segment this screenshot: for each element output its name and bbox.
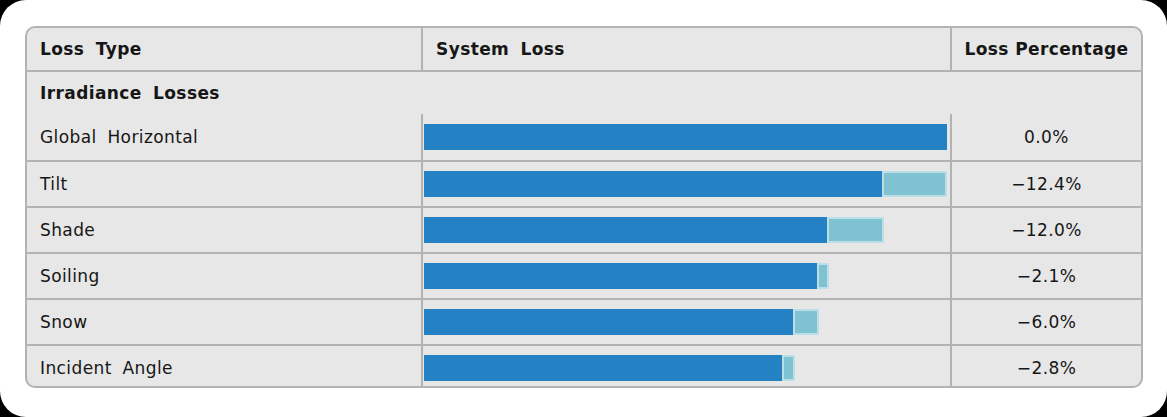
header-cell-system-loss: System Loss xyxy=(421,28,950,70)
header-system-loss: System Loss xyxy=(423,39,565,59)
report-card: Loss Type System Loss Loss Percentage Ir… xyxy=(0,0,1167,417)
row-percentage-cell: −12.4% xyxy=(950,162,1141,206)
system-loss-bar-dark-segment xyxy=(424,171,882,197)
row-label-cell: Incident Angle xyxy=(27,346,421,388)
header-loss-type: Loss Type xyxy=(27,39,142,59)
system-loss-bar-dark-segment xyxy=(424,309,793,335)
system-loss-bar-dark-segment xyxy=(424,355,782,381)
system-loss-bar-track xyxy=(424,263,947,289)
system-loss-bar-track xyxy=(424,355,947,381)
section-row-irradiance-losses: Irradiance Losses xyxy=(27,70,1141,114)
row-percentage-cell: 0.0% xyxy=(950,114,1141,160)
system-loss-bar-track xyxy=(424,171,947,197)
header-cell-loss-type: Loss Type xyxy=(27,28,421,70)
row-bar-cell xyxy=(421,254,950,298)
system-loss-bar-light-segment xyxy=(827,217,885,243)
header-loss-percentage: Loss Percentage xyxy=(964,39,1128,59)
system-loss-bar-track xyxy=(424,217,947,243)
section-title: Irradiance Losses xyxy=(27,83,220,103)
row-label: Shade xyxy=(27,220,95,240)
loss-table: Loss Type System Loss Loss Percentage Ir… xyxy=(25,26,1143,388)
loss-table-row: Incident Angle −2.8% xyxy=(27,344,1141,388)
system-loss-bar-dark-segment xyxy=(424,217,827,243)
header-cell-loss-percentage: Loss Percentage xyxy=(950,28,1141,70)
row-label: Soiling xyxy=(27,266,100,286)
system-loss-bar-track xyxy=(424,124,947,150)
row-percentage-cell: −6.0% xyxy=(950,300,1141,344)
system-loss-bar-light-segment xyxy=(817,263,829,289)
system-loss-bar-dark-segment xyxy=(424,263,817,289)
row-value: −12.0% xyxy=(1011,220,1082,240)
row-label-cell: Global Horizontal xyxy=(27,114,421,160)
row-bar-cell xyxy=(421,346,950,388)
row-bar-cell xyxy=(421,208,950,252)
row-percentage-cell: −2.8% xyxy=(950,346,1141,388)
row-value: 0.0% xyxy=(1024,127,1069,147)
row-value: −2.1% xyxy=(1017,266,1076,286)
row-value: −2.8% xyxy=(1017,358,1076,378)
loss-table-row: Tilt −12.4% xyxy=(27,160,1141,206)
system-loss-bar-light-segment xyxy=(882,171,947,197)
row-bar-cell xyxy=(421,300,950,344)
system-loss-bar-dark-segment xyxy=(424,124,947,150)
row-label-cell: Snow xyxy=(27,300,421,344)
row-label: Tilt xyxy=(27,174,68,194)
row-label: Snow xyxy=(27,312,87,332)
row-percentage-cell: −2.1% xyxy=(950,254,1141,298)
row-label: Global Horizontal xyxy=(27,127,198,147)
row-label-cell: Soiling xyxy=(27,254,421,298)
loss-table-row: Global Horizontal 0.0% xyxy=(27,114,1141,160)
row-bar-cell xyxy=(421,162,950,206)
loss-table-body: Global Horizontal 0.0% Tilt −12.4% Sha xyxy=(27,114,1141,388)
row-bar-cell xyxy=(421,114,950,160)
row-value: −12.4% xyxy=(1011,174,1082,194)
loss-table-row: Shade −12.0% xyxy=(27,206,1141,252)
row-label-cell: Shade xyxy=(27,208,421,252)
system-loss-bar-track xyxy=(424,309,947,335)
row-percentage-cell: −12.0% xyxy=(950,208,1141,252)
system-loss-bar-light-segment xyxy=(782,355,796,381)
loss-table-row: Soiling −2.1% xyxy=(27,252,1141,298)
row-value: −6.0% xyxy=(1017,312,1076,332)
loss-table-row: Snow −6.0% xyxy=(27,298,1141,344)
table-header-row: Loss Type System Loss Loss Percentage xyxy=(27,28,1141,70)
row-label-cell: Tilt xyxy=(27,162,421,206)
system-loss-bar-light-segment xyxy=(793,309,820,335)
row-label: Incident Angle xyxy=(27,358,173,378)
